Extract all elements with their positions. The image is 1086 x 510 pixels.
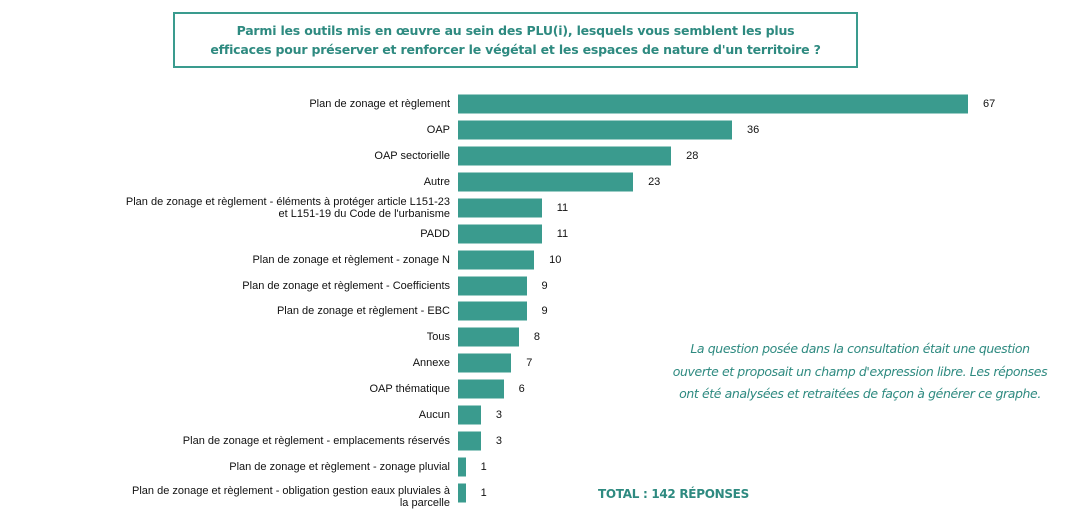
- bar: [458, 379, 504, 399]
- value-label: 67: [983, 98, 996, 110]
- category-label: Plan de zonage et règlement - emplacemen…: [182, 435, 450, 448]
- value-label: 11: [556, 227, 569, 240]
- value-label: 6: [518, 383, 525, 396]
- bar: [458, 120, 733, 140]
- bar: [458, 457, 466, 477]
- title-line: efficaces pour préserver et renforcer le…: [210, 42, 821, 57]
- bar: [458, 198, 542, 218]
- bar: [458, 431, 481, 451]
- bar: [458, 224, 542, 244]
- category-label: Annexe: [412, 357, 450, 370]
- bar: [458, 353, 512, 373]
- value-label: 10: [549, 253, 562, 266]
- category-label: Autre: [423, 175, 450, 188]
- title-line: Parmi les outils mis en œuvre au sein de…: [236, 23, 795, 38]
- value-label: 9: [541, 305, 548, 318]
- bar: [458, 146, 672, 166]
- category-label: Aucun: [418, 409, 450, 422]
- value-label: 36: [747, 123, 760, 136]
- category-label: Plan de zonage et règlement - éléments à…: [125, 195, 450, 220]
- bar: [458, 250, 535, 270]
- category-label: Plan de zonage et règlement - Coefficien…: [242, 279, 450, 292]
- category-label: Plan de zonage et règlement - zonage plu…: [229, 461, 450, 474]
- category-label: Tous: [426, 331, 450, 344]
- annotation: La question posée dans la consultation é…: [672, 341, 1048, 401]
- bar: [458, 483, 466, 503]
- value-label: 3: [495, 435, 502, 448]
- chart-title: Parmi les outils mis en œuvre au sein de…: [173, 12, 858, 68]
- category-label: Plan de zonage et règlement - obligation…: [132, 484, 450, 509]
- category-label: Plan de zonage et règlement: [309, 98, 450, 110]
- category-label: Plan de zonage et règlement - zonage N: [252, 253, 450, 266]
- bar: [458, 94, 968, 114]
- total-label: TOTAL : 142 RÉPONSES: [598, 487, 749, 501]
- bar: [458, 301, 527, 321]
- bar: [458, 327, 519, 347]
- value-label: 3: [495, 409, 502, 422]
- category-label: OAP sectorielle: [374, 149, 450, 162]
- value-label: 1: [480, 486, 487, 499]
- category-label: PADD: [420, 227, 450, 240]
- bar: [458, 276, 527, 295]
- value-label: 8: [533, 331, 541, 344]
- value-label: 23: [648, 175, 661, 188]
- value-label: 7: [526, 357, 533, 370]
- category-label: Plan de zonage et règlement - EBC: [276, 305, 450, 318]
- value-label: 28: [686, 149, 699, 162]
- value-label: 1: [480, 461, 487, 474]
- value-label: 9: [541, 279, 548, 292]
- category-label: OAP thématique: [369, 383, 450, 396]
- category-label: OAP: [426, 123, 450, 136]
- bar: [458, 405, 481, 425]
- bar: [458, 172, 634, 192]
- value-label: 11: [556, 201, 569, 214]
